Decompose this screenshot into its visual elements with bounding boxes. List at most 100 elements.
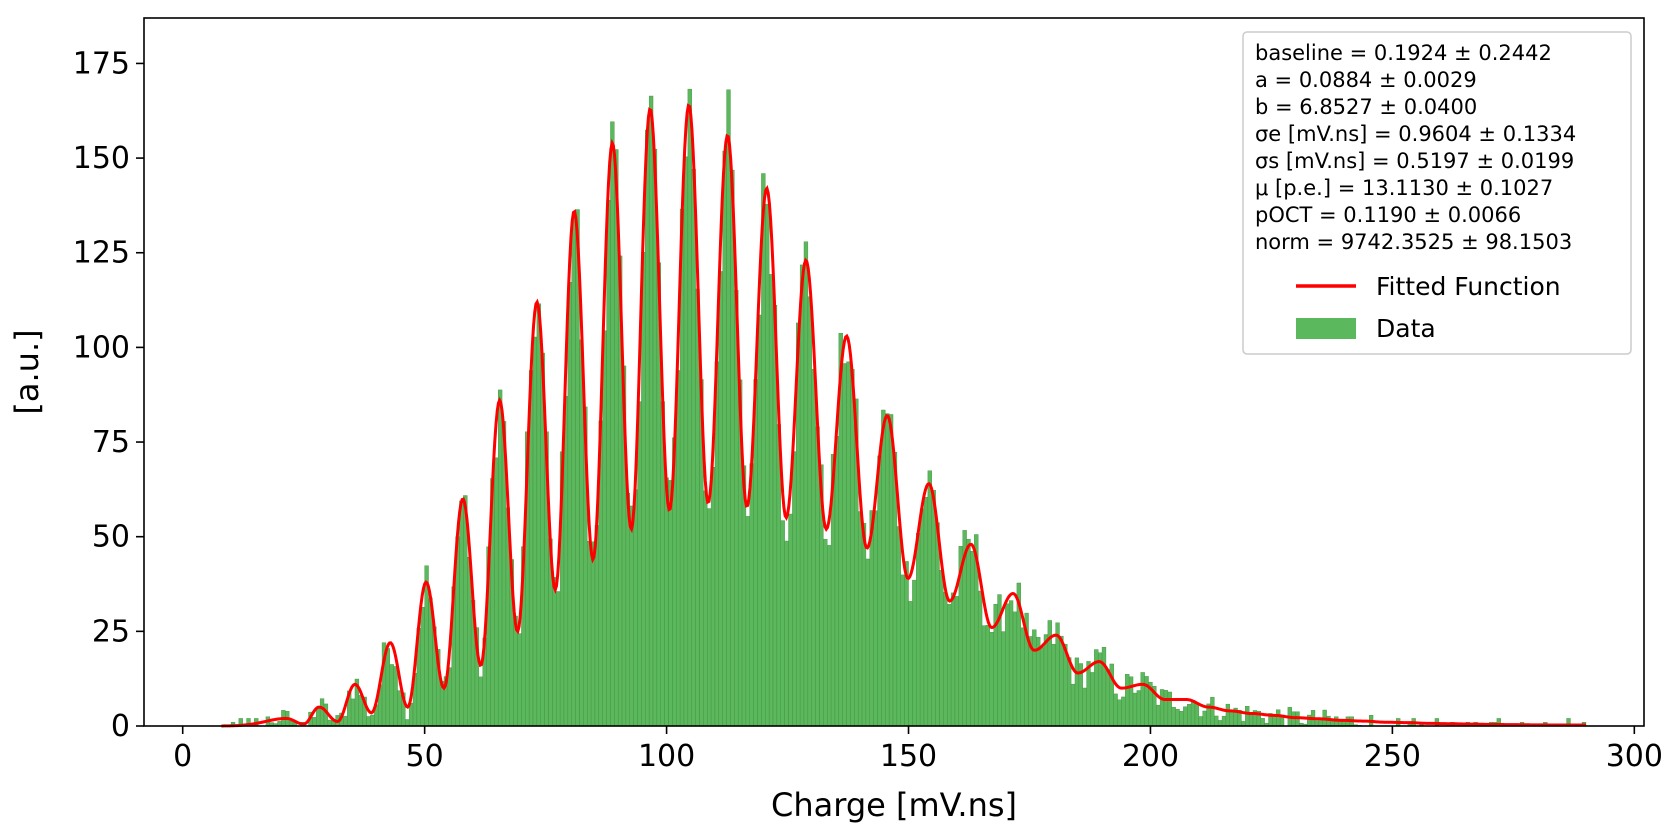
histogram-bar [1105, 669, 1111, 727]
histogram-bar [385, 648, 391, 727]
histogram-bar [312, 717, 317, 727]
histogram-bar [1198, 716, 1203, 727]
histogram-bar [947, 604, 952, 727]
histogram-bar [1279, 717, 1285, 727]
histogram-bar [1005, 603, 1010, 727]
histogram-bar [687, 88, 692, 727]
histogram-bar [954, 596, 960, 727]
histogram-bar [877, 455, 882, 727]
histogram-bar [985, 625, 991, 727]
histogram-bar [1210, 696, 1215, 727]
histogram-bar [846, 361, 851, 727]
histogram-bar [536, 303, 541, 727]
histogram-bar [707, 508, 712, 727]
histogram-bar [722, 150, 727, 727]
histogram-bar [316, 708, 321, 727]
histogram-bar [1082, 687, 1087, 727]
histogram-bar [1101, 647, 1107, 727]
histogram-bar [1074, 657, 1080, 727]
histogram-bar [900, 574, 905, 727]
histogram-bar [757, 314, 762, 727]
histogram-bar [1221, 715, 1227, 727]
histogram-bar [1125, 674, 1130, 727]
histogram-bar [552, 577, 557, 727]
histogram-bar [710, 467, 716, 727]
histogram-bar [1260, 718, 1265, 727]
histogram-bar [1136, 690, 1141, 727]
histogram-bar [1067, 657, 1072, 727]
x-tick-label: 100 [638, 739, 695, 774]
legend-box [1242, 31, 1632, 355]
histogram-bar [888, 414, 894, 727]
histogram-bar [1156, 704, 1161, 727]
histogram-bar [950, 592, 956, 727]
histogram-bar [857, 511, 863, 727]
histogram-bar [366, 716, 371, 727]
histogram-bar [497, 389, 503, 727]
histogram-bar [811, 368, 816, 727]
axis-ticks: 0 50 100 150 200 250 300 0 25 50 75 100 125 150 175 [73, 46, 1663, 774]
histogram-bar [1032, 629, 1037, 727]
histogram-bar [1183, 706, 1188, 727]
histogram-bar [633, 489, 638, 727]
histogram-bar [1039, 647, 1045, 727]
fitted-function-line [221, 103, 1586, 728]
histogram-bar [1070, 683, 1076, 727]
histogram-bar [1179, 711, 1184, 727]
histogram-bar [1175, 709, 1180, 727]
y-tick-label: 125 [73, 236, 130, 271]
histogram-bar [923, 497, 929, 727]
y-tick-label: 150 [73, 141, 130, 176]
histogram-bar [1059, 635, 1064, 727]
histogram-bar [989, 632, 994, 727]
histogram-bar [1132, 692, 1138, 727]
histogram-bar [370, 714, 375, 727]
fit-parameter-sigma-e: σe [mV.ns] = 0.9604 ± 0.1334 [1255, 122, 1576, 146]
y-tick-label: 25 [92, 614, 130, 649]
histogram-bar [749, 463, 754, 727]
histogram-bar [970, 550, 975, 727]
histogram-bar [850, 369, 855, 727]
histogram-bar [912, 579, 917, 727]
histogram-bar [885, 413, 890, 727]
histogram-bar [1225, 703, 1231, 727]
histogram-bar [803, 241, 809, 727]
histogram-bar [648, 95, 654, 727]
histogram-bar [927, 470, 932, 727]
histogram-bar [1043, 634, 1049, 727]
histogram-bar [1163, 690, 1169, 727]
histogram-bar [1194, 702, 1200, 727]
x-tick-label: 50 [406, 739, 444, 774]
histogram-bar [1245, 706, 1250, 727]
histogram-bar [556, 591, 561, 727]
x-tick-label: 150 [880, 739, 937, 774]
histogram-bar [637, 401, 642, 727]
histogram-bar [691, 168, 696, 727]
histogram-bar [1121, 696, 1126, 727]
histogram-bar [1229, 710, 1234, 727]
histogram-bar [865, 558, 871, 727]
fit-parameter-norm: norm = 9742.3525 ± 98.1503 [1255, 230, 1572, 254]
histogram-bar [1113, 693, 1118, 727]
histogram-bar [966, 538, 971, 727]
histogram-bar [1187, 703, 1192, 727]
legend-bar-swatch [1296, 318, 1356, 339]
histogram-bar [943, 592, 948, 727]
histogram-bar [939, 570, 944, 727]
histogram-bar [319, 698, 325, 727]
legend: baseline = 0.1924 ± 0.2442 a = 0.0884 ± … [1242, 31, 1632, 355]
histogram-bar [908, 601, 913, 727]
histogram-bar [1171, 707, 1176, 727]
histogram-bar [1214, 715, 1219, 727]
histogram-bar [873, 510, 878, 727]
histogram-bar [745, 516, 751, 727]
histogram-bar [532, 336, 538, 727]
histogram-bar [807, 296, 812, 727]
y-tick-label: 75 [92, 425, 130, 460]
histogram-bar [1012, 611, 1018, 727]
y-tick-label: 0 [111, 709, 130, 744]
plot-frame [143, 17, 1645, 727]
histogram-bar [842, 363, 847, 727]
histogram-bar [602, 330, 607, 727]
